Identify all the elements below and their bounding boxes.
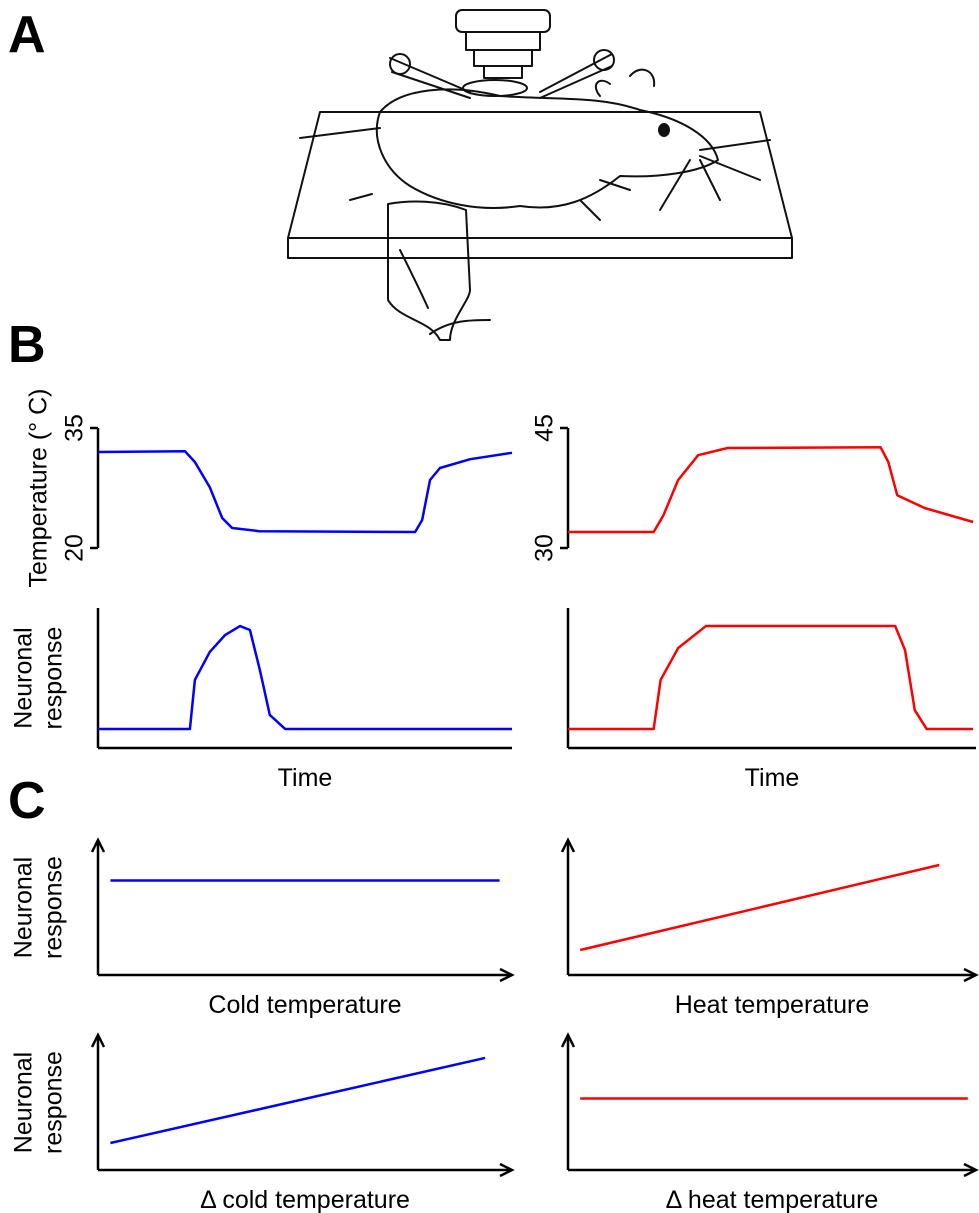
data-line [110,1056,486,1145]
y-axis-arrow [90,837,106,853]
x-axis-label: Time [278,764,333,792]
x-axis-label: Δ heat temperature [666,1186,879,1213]
y-tick-label: 45 [531,414,559,442]
panel-label: C [8,772,46,830]
y-tick-label: 20 [61,534,89,562]
y-axis-label: Neuronal [10,857,38,958]
data-line [568,624,974,731]
data-line [568,445,974,534]
y-axis-arrow [90,1032,106,1048]
mouse-illustration [287,9,793,341]
y-axis-label: response [40,856,68,959]
y-axis-arrow [560,837,576,853]
y-tick-label: 35 [61,414,89,442]
panel-label: A [8,6,46,64]
y-axis-label: response [40,627,68,730]
x-axis-label: Time [745,764,800,792]
x-axis-arrow [963,967,979,983]
y-tick-label: 30 [531,534,559,562]
panel-label: B [8,316,46,374]
y-axis-label: Neuronal [10,1052,38,1153]
y-axis-label: Neuronal [10,627,38,728]
y-axis-label: Temperature (° C) [25,389,53,588]
y-axis-arrow [560,1032,576,1048]
x-axis-arrow [499,1162,515,1178]
x-axis-arrow [963,1162,979,1178]
x-axis-label: Heat temperature [675,991,870,1019]
x-axis-label: Cold temperature [208,991,401,1019]
x-axis-label: Δ cold temperature [200,1186,410,1213]
data-line [97,449,513,534]
data-line [579,863,940,952]
x-axis-arrow [499,967,515,983]
data-line [98,624,512,731]
y-axis-label: response [40,1051,68,1154]
